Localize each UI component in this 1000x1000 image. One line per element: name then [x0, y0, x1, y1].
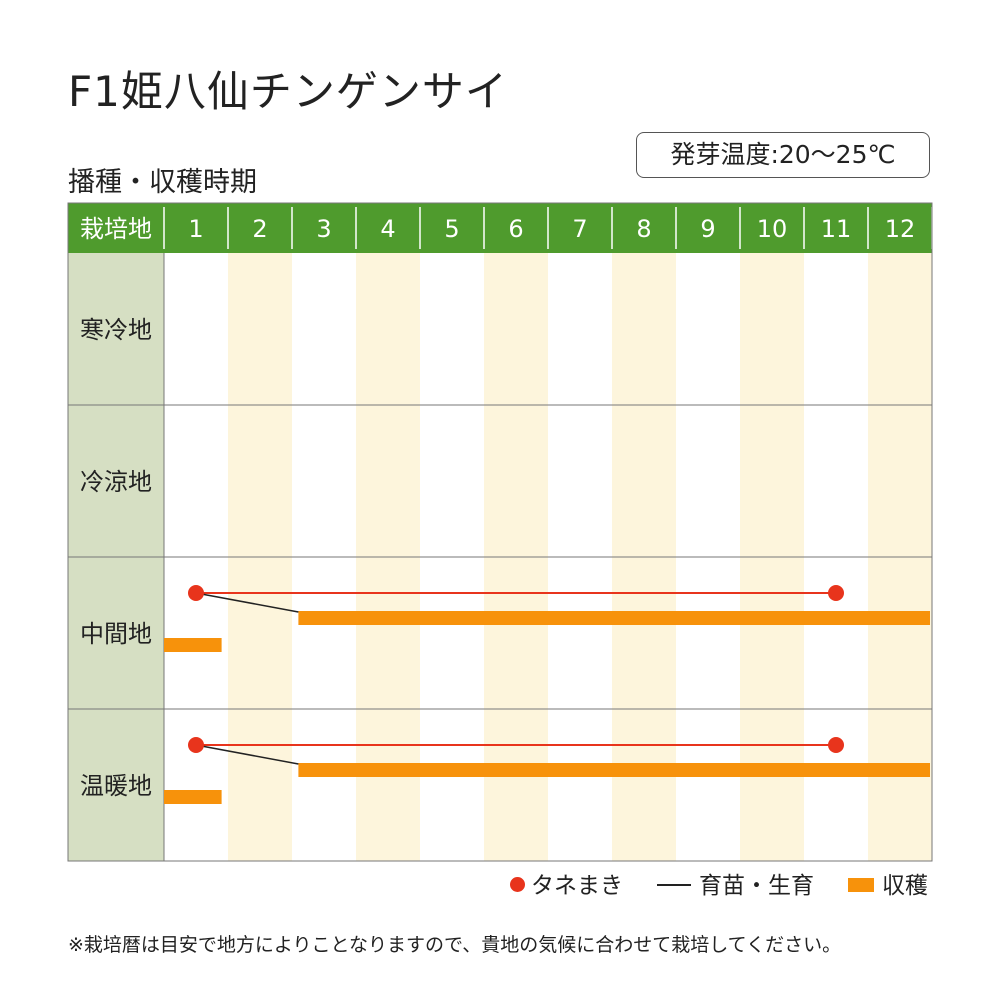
month-label: 12	[885, 215, 916, 243]
legend-sowing-label: タネまき	[531, 873, 623, 899]
growing-line	[195, 744, 299, 765]
region-label-cell	[68, 709, 164, 861]
month-label: 9	[700, 215, 715, 243]
germination-temperature-badge: 発芽温度:20～25℃	[636, 132, 930, 178]
region-label: 寒冷地	[80, 316, 152, 344]
month-label: 7	[572, 215, 587, 243]
corner-label: 栽培地	[80, 215, 152, 243]
month-label: 2	[252, 215, 267, 243]
sowing-point	[188, 585, 204, 601]
region-label-cell	[68, 557, 164, 709]
month-label: 3	[316, 215, 331, 243]
month-label: 8	[636, 215, 651, 243]
legend-harvest-label: 収穫	[882, 873, 928, 899]
sowing-point	[828, 585, 844, 601]
month-label: 6	[508, 215, 523, 243]
harvest-bar	[164, 790, 222, 804]
region-label: 温暖地	[80, 772, 152, 800]
legend-sowing: タネまき	[510, 872, 623, 900]
chart-border	[67, 202, 933, 862]
harvest-bar	[298, 763, 930, 777]
month-label: 11	[821, 215, 852, 243]
legend-harvest: 収穫	[848, 872, 928, 900]
region-label: 中間地	[80, 620, 152, 648]
growing-line	[195, 592, 299, 613]
sowing-point	[188, 737, 204, 753]
header-row	[68, 203, 932, 253]
month-label: 1	[188, 215, 203, 243]
legend-growing-label: 育苗・生育	[699, 873, 814, 899]
legend-growing: 育苗・生育	[657, 872, 814, 900]
sowing-marker-icon	[510, 877, 525, 892]
chart-subtitle: 播種・収穫時期	[68, 167, 257, 198]
harvest-bar-icon	[848, 877, 874, 892]
footnote: ※栽培暦は目安で地方によりことなりますので、貴地の気候に合わせて栽培してください…	[68, 934, 842, 956]
harvest-bar	[298, 611, 930, 625]
region-label-cell	[68, 253, 164, 405]
region-label-cell	[68, 405, 164, 557]
page-title: F1姫八仙チンゲンサイ	[68, 67, 508, 116]
month-label: 4	[380, 215, 395, 243]
region-label: 冷涼地	[80, 468, 152, 496]
month-label: 10	[757, 215, 788, 243]
sowing-point	[828, 737, 844, 753]
growing-line-icon	[657, 883, 691, 886]
harvest-bar	[164, 638, 222, 652]
month-label: 5	[444, 215, 459, 243]
